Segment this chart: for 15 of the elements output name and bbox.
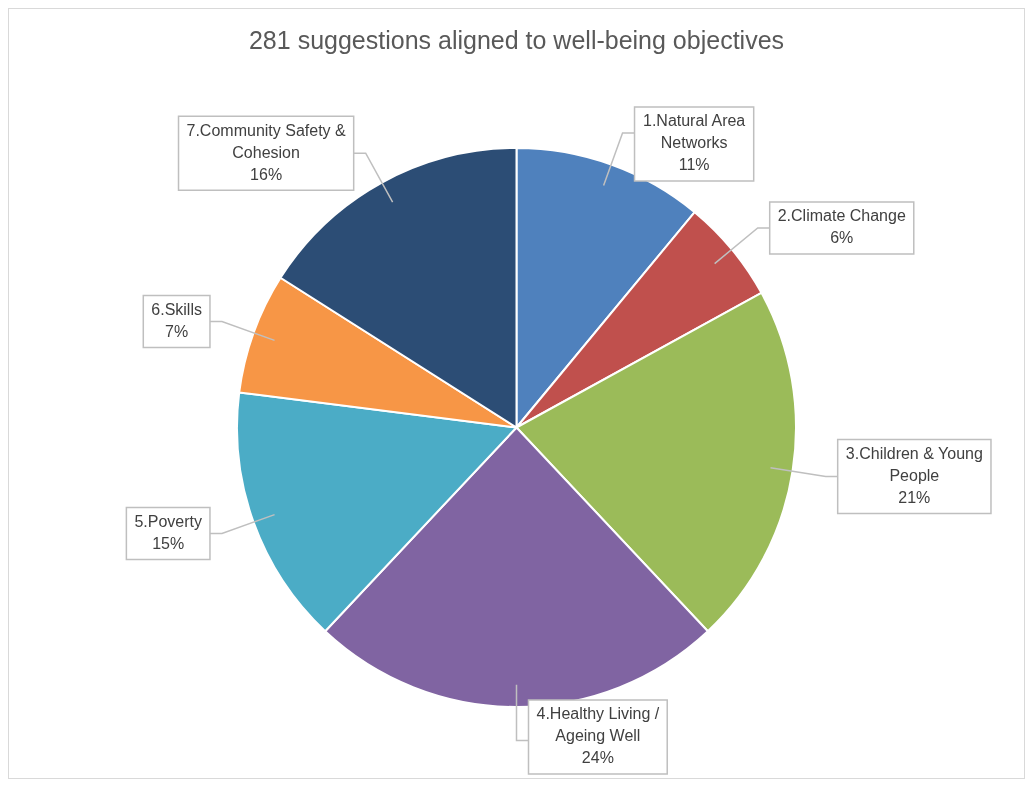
- data-label: 11%: [678, 156, 710, 174]
- slice-label: 4.Healthy Living / Ageing Well: [536, 705, 660, 745]
- chart-title: 281 suggestions aligned to well-being objectives: [248, 25, 785, 54]
- slice-label: 2.Climate Change: [777, 207, 906, 225]
- slice-label: 1.Natural Area Networks: [642, 112, 746, 152]
- data-label: 6%: [830, 229, 854, 247]
- slice-label: 5.Poverty: [134, 512, 202, 530]
- data-label: 21%: [898, 488, 931, 506]
- slice-label: 6.Skills: [151, 300, 202, 318]
- data-label: 7%: [165, 322, 189, 340]
- slice-label: 7.Community Safety & Cohesion: [186, 121, 347, 161]
- data-label: 16%: [250, 165, 283, 183]
- slice-label: 3.Children & Young People: [845, 444, 983, 484]
- data-label: 15%: [152, 534, 185, 552]
- data-label: 24%: [581, 749, 614, 767]
